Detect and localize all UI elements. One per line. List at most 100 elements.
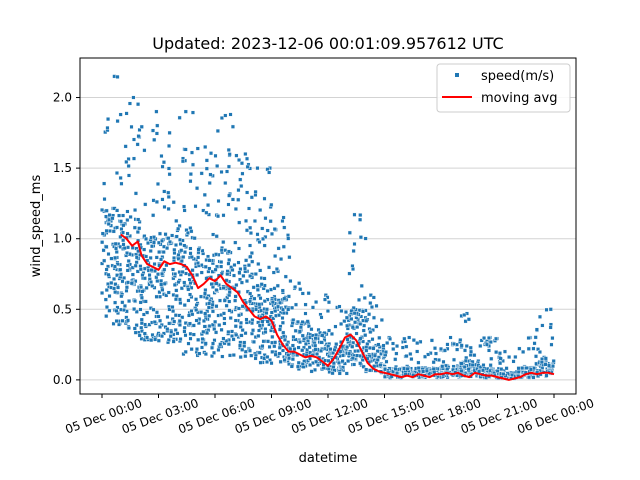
speed-point (394, 351, 399, 356)
speed-point (222, 321, 227, 326)
speed-point (251, 339, 256, 344)
speed-point (327, 354, 332, 359)
speed-point (289, 364, 294, 369)
speed-point (195, 261, 200, 266)
speed-point (293, 285, 298, 290)
speed-point (113, 255, 118, 260)
speed-point (112, 264, 117, 269)
speed-point (201, 208, 206, 213)
speed-point (533, 335, 538, 340)
speed-point (166, 190, 171, 195)
speed-point (537, 314, 542, 319)
speed-point (494, 350, 499, 355)
speed-point (237, 270, 242, 275)
speed-point (270, 334, 275, 339)
speed-point (206, 305, 211, 310)
speed-point (237, 220, 242, 225)
speed-point (234, 332, 239, 337)
speed-point (551, 359, 556, 364)
speed-point (179, 248, 184, 253)
speed-point (194, 318, 199, 323)
speed-point (358, 322, 363, 327)
speed-point (149, 279, 154, 284)
speed-point (322, 330, 327, 335)
speed-point (162, 189, 167, 194)
speed-point (345, 337, 350, 342)
speed-point (244, 279, 249, 284)
speed-point (151, 307, 156, 312)
speed-point (377, 335, 382, 340)
speed-point (322, 297, 327, 302)
speed-point (309, 369, 314, 374)
speed-point (137, 226, 142, 231)
speed-point (393, 357, 398, 362)
speed-point (121, 238, 126, 243)
speed-point (320, 333, 325, 338)
speed-point (249, 331, 254, 336)
speed-point (172, 319, 177, 324)
speed-point (368, 368, 373, 373)
speed-point (178, 337, 183, 342)
speed-point (135, 142, 140, 147)
speed-point (138, 267, 143, 272)
speed-point (303, 311, 308, 316)
speed-point (213, 153, 218, 158)
speed-point (230, 329, 235, 334)
speed-point (534, 354, 539, 359)
speed-point (132, 225, 137, 230)
speed-point (126, 258, 131, 263)
speed-point (207, 313, 212, 318)
speed-point (142, 247, 147, 252)
speed-point (213, 319, 218, 324)
speed-point (336, 360, 341, 365)
speed-point (277, 327, 282, 332)
speed-point (210, 341, 215, 346)
speed-point (426, 352, 431, 357)
speed-point (211, 350, 216, 355)
speed-point (253, 189, 258, 194)
speed-point (326, 344, 331, 349)
speed-point (281, 311, 286, 316)
speed-point (204, 210, 209, 215)
speed-point (296, 345, 301, 350)
speed-point (177, 322, 182, 327)
speed-point (416, 366, 421, 371)
speed-point (346, 359, 351, 364)
speed-point (210, 345, 215, 350)
speed-point (256, 333, 261, 338)
speed-point (367, 312, 372, 317)
speed-point (238, 177, 243, 182)
speed-point (385, 340, 390, 345)
speed-point (355, 353, 360, 358)
speed-point (134, 309, 139, 314)
speed-point (104, 288, 109, 293)
speed-point (549, 342, 554, 347)
speed-point (526, 375, 531, 380)
speed-point (214, 330, 219, 335)
speed-point (325, 295, 330, 300)
y-tick-label: 0.5 (53, 302, 72, 316)
speed-point (276, 246, 281, 251)
speed-point (142, 276, 147, 281)
speed-point (257, 323, 262, 328)
speed-point (236, 306, 241, 311)
speed-point (459, 368, 464, 373)
speed-point (240, 328, 245, 333)
speed-point (190, 268, 195, 273)
speed-point (543, 356, 548, 361)
speed-point (107, 308, 112, 313)
speed-point (132, 298, 137, 303)
speed-point (433, 351, 438, 356)
speed-point (361, 309, 366, 314)
speed-point (327, 328, 332, 333)
speed-point (133, 330, 138, 335)
speed-point (156, 338, 161, 343)
speed-point (459, 343, 464, 348)
speed-point (216, 199, 221, 204)
speed-point (189, 150, 194, 155)
speed-point (342, 319, 347, 324)
speed-point (202, 324, 207, 329)
speed-point (126, 164, 131, 169)
speed-point (257, 302, 262, 307)
speed-point (104, 267, 109, 272)
